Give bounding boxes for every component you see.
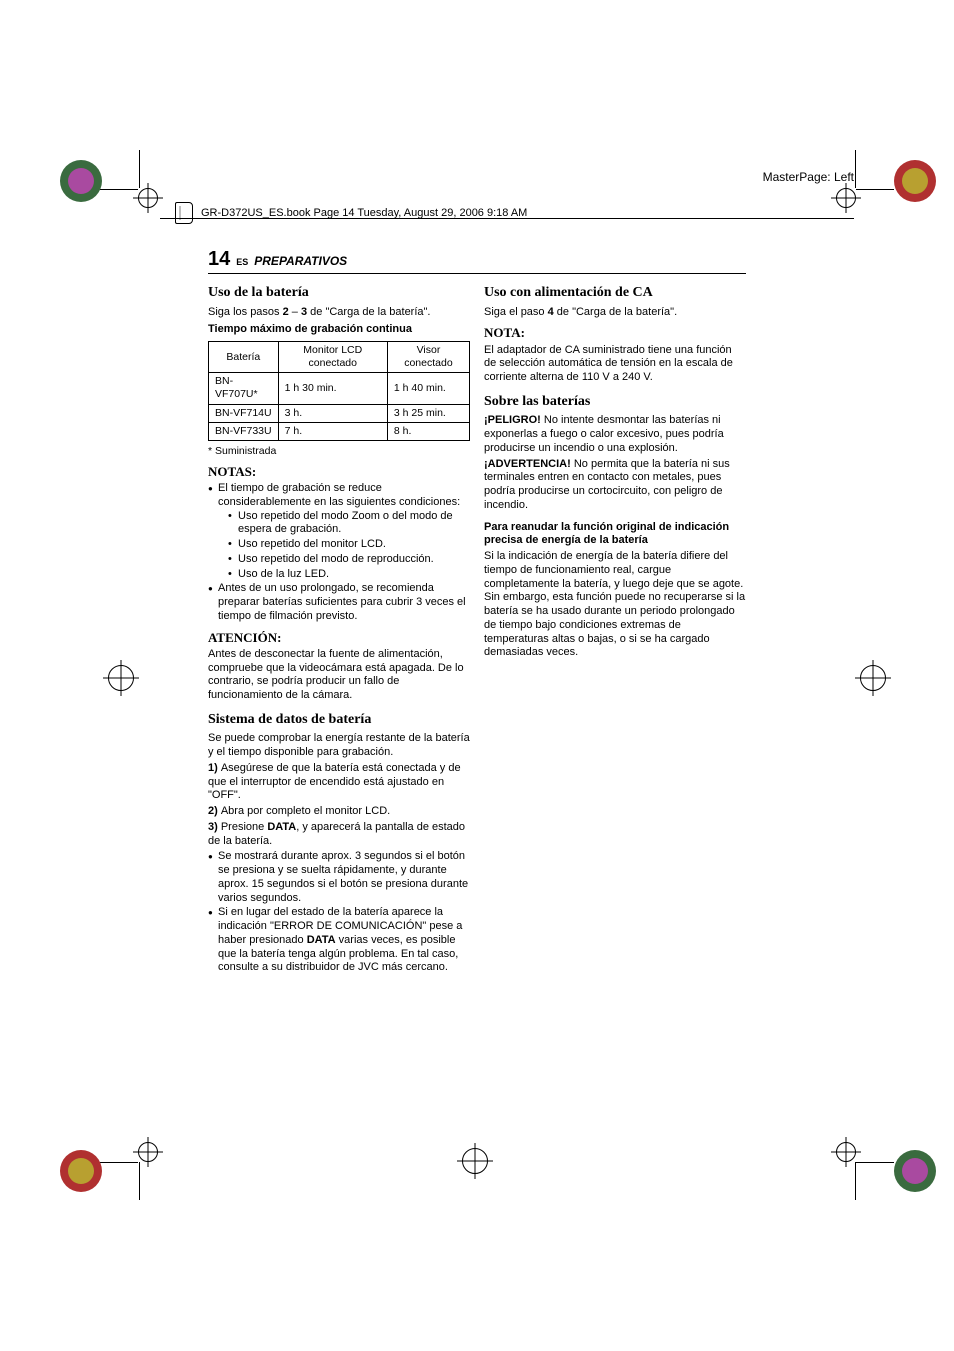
step-text: Asegúrese de que la batería está conecta… (208, 762, 461, 802)
registration-mark (138, 188, 158, 208)
registration-mark (836, 188, 856, 208)
sistema-bullet: Si en lugar del estado de la batería apa… (208, 906, 470, 975)
page-number: 14 (208, 248, 230, 271)
registration-mark (462, 1148, 488, 1174)
page-content: 14 ES PREPARATIVOS Uso de la batería Sig… (208, 248, 746, 977)
atencion-label: ATENCIÓN: (208, 630, 470, 646)
nota-text: El tiempo de grabación se reduce conside… (218, 482, 460, 508)
crop-mark (856, 1162, 894, 1163)
tiempo-max-label: Tiempo máximo de grabación continua (208, 323, 470, 337)
nota-sub: Uso repetido del modo de reproducción. (228, 553, 470, 567)
th-bateria: Batería (209, 342, 279, 373)
data-key: DATA (307, 934, 336, 946)
th-visor: Visor conectado (387, 342, 469, 373)
nota-label: NOTA: (484, 325, 746, 341)
crop-mark (139, 1162, 140, 1200)
peligro-label: ¡PELIGRO! (484, 414, 541, 426)
nota-sub: Uso repetido del monitor LCD. (228, 538, 470, 552)
table-row: BN-VF714U 3 h. 3 h 25 min. (209, 404, 470, 422)
right-column: Uso con alimentación de CA Siga el paso … (484, 280, 746, 977)
cell: BN-VF733U (209, 422, 279, 440)
reanudar-text: Si la indicación de energía de la baterí… (484, 550, 746, 660)
reanudar-label: Para reanudar la función original de ind… (484, 521, 746, 549)
advertencia-para: ¡ADVERTENCIA! No permita que la batería … (484, 458, 746, 513)
table-row: BN-VF707U* 1 h 30 min. 1 h 40 min. (209, 373, 470, 404)
cell: 1 h 30 min. (278, 373, 387, 404)
cell: 8 h. (387, 422, 469, 440)
heading-sistema-datos: Sistema de datos de batería (208, 711, 470, 729)
page-section: PREPARATIVOS (254, 254, 347, 268)
book-icon (175, 202, 193, 224)
footnote-suministrada: * Suministrada (208, 445, 470, 458)
advertencia-label: ¡ADVERTENCIA! (484, 458, 571, 470)
cell: 3 h. (278, 404, 387, 422)
registration-mark (108, 665, 134, 691)
registration-mark (138, 1142, 158, 1162)
crop-mark (856, 189, 894, 190)
nota-sub: Uso repetido del modo Zoom o del modo de… (228, 510, 470, 538)
crop-mark (855, 150, 856, 188)
heading-uso-bateria: Uso de la batería (208, 284, 470, 302)
color-dot (902, 1158, 928, 1184)
cell: 1 h 40 min. (387, 373, 469, 404)
sistema-step-3: 3) Presione DATA, y aparecerá la pantall… (208, 821, 470, 849)
runhead-rule (160, 218, 854, 219)
data-key: DATA (267, 821, 296, 833)
sistema-bullet: Se mostrará durante aprox. 3 segundos si… (208, 850, 470, 905)
sistema-p1: Se puede comprobar la energía restante d… (208, 732, 470, 760)
atencion-text: Antes de desconectar la fuente de alimen… (208, 648, 470, 703)
cell: BN-VF714U (209, 404, 279, 422)
page-header: 14 ES PREPARATIVOS (208, 248, 746, 274)
masterpage-label: MasterPage: Left (763, 170, 854, 184)
cell: 3 h 25 min. (387, 404, 469, 422)
heading-uso-ca: Uso con alimentación de CA (484, 284, 746, 302)
left-column: Uso de la batería Siga los pasos 2 – 3 d… (208, 280, 470, 977)
running-header: GR-D372US_ES.book Page 14 Tuesday, Augus… (175, 202, 527, 224)
page-lang: ES (236, 257, 248, 267)
crop-mark (139, 150, 140, 188)
nota-sub: Uso de la luz LED. (228, 568, 470, 582)
step-text: Presione (221, 821, 267, 833)
step-num: 1) (208, 762, 221, 774)
registration-mark (836, 1142, 856, 1162)
color-dot (68, 168, 94, 194)
table-row: BN-VF733U 7 h. 8 h. (209, 422, 470, 440)
cell: BN-VF707U* (209, 373, 279, 404)
registration-mark (860, 665, 886, 691)
crop-mark (100, 1162, 138, 1163)
siga-paso-ca: Siga el paso 4 de "Carga de la batería". (484, 306, 746, 320)
nota-item: El tiempo de grabación se reduce conside… (208, 482, 470, 581)
battery-table: Batería Monitor LCD conectado Visor cone… (208, 341, 470, 441)
color-dot (902, 168, 928, 194)
nota-text: El adaptador de CA suministrado tiene un… (484, 344, 746, 385)
heading-sobre-baterias: Sobre las baterías (484, 393, 746, 411)
peligro-para: ¡PELIGRO! No intente desmontar las bater… (484, 414, 746, 455)
nota-item: Antes de un uso prolongado, se recomiend… (208, 582, 470, 623)
notas-label: NOTAS: (208, 464, 470, 480)
step-num: 3) (208, 821, 221, 833)
cell: 7 h. (278, 422, 387, 440)
color-dot (68, 1158, 94, 1184)
th-lcd: Monitor LCD conectado (278, 342, 387, 373)
step-num: 2) (208, 805, 221, 817)
siga-pasos: Siga los pasos 2 – 3 de "Carga de la bat… (208, 306, 470, 320)
sistema-step-2: 2) Abra por completo el monitor LCD. (208, 805, 470, 819)
crop-mark (100, 189, 138, 190)
step-text: Abra por completo el monitor LCD. (221, 805, 390, 817)
sistema-step-1: 1) Asegúrese de que la batería está cone… (208, 762, 470, 803)
crop-mark (855, 1162, 856, 1200)
